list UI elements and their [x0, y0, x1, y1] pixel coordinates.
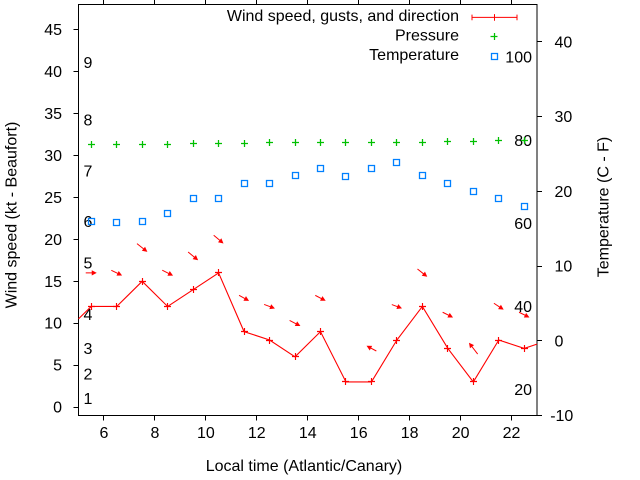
svg-text:40: 40 [44, 64, 62, 81]
svg-text:40: 40 [514, 299, 532, 316]
svg-text:Temperature: Temperature [369, 47, 459, 64]
svg-text:20: 20 [452, 425, 470, 442]
svg-text:25: 25 [44, 190, 62, 207]
svg-text:Local time (Atlantic/Canary): Local time (Atlantic/Canary) [206, 458, 403, 475]
svg-text:30: 30 [44, 148, 62, 165]
svg-text:10: 10 [555, 259, 573, 276]
svg-text:9: 9 [84, 55, 93, 72]
svg-text:16: 16 [350, 425, 368, 442]
svg-text:Wind speed, gusts, and directi: Wind speed, gusts, and direction [227, 8, 459, 25]
svg-text:0: 0 [53, 400, 62, 417]
svg-text:8: 8 [84, 112, 93, 129]
svg-text:35: 35 [44, 106, 62, 123]
svg-text:60: 60 [514, 216, 532, 233]
svg-text:14: 14 [299, 425, 317, 442]
svg-text:10: 10 [44, 316, 62, 333]
svg-text:20: 20 [44, 232, 62, 249]
svg-text:0: 0 [555, 333, 564, 350]
svg-text:Pressure: Pressure [395, 28, 459, 45]
svg-text:12: 12 [248, 425, 266, 442]
svg-text:4: 4 [84, 307, 93, 324]
svg-text:Wind speed (kt - Beaufort): Wind speed (kt - Beaufort) [4, 122, 21, 309]
svg-text:80: 80 [514, 133, 532, 150]
svg-text:2: 2 [84, 366, 93, 383]
svg-text:7: 7 [84, 163, 93, 180]
svg-text:5: 5 [53, 358, 62, 375]
svg-text:3: 3 [84, 341, 93, 358]
svg-text:100: 100 [505, 50, 532, 67]
svg-text:20: 20 [555, 184, 573, 201]
svg-text:6: 6 [100, 425, 109, 442]
svg-text:40: 40 [555, 34, 573, 51]
svg-text:Temperature (C - F): Temperature (C - F) [596, 137, 613, 277]
svg-text:22: 22 [503, 425, 521, 442]
svg-text:5: 5 [84, 256, 93, 273]
svg-text:18: 18 [401, 425, 419, 442]
svg-text:1: 1 [84, 391, 93, 408]
svg-text:15: 15 [44, 274, 62, 291]
svg-text:8: 8 [150, 425, 159, 442]
svg-text:45: 45 [44, 22, 62, 39]
svg-text:10: 10 [197, 425, 215, 442]
svg-text:30: 30 [555, 109, 573, 126]
svg-text:-10: -10 [550, 408, 573, 425]
svg-text:20: 20 [514, 382, 532, 399]
